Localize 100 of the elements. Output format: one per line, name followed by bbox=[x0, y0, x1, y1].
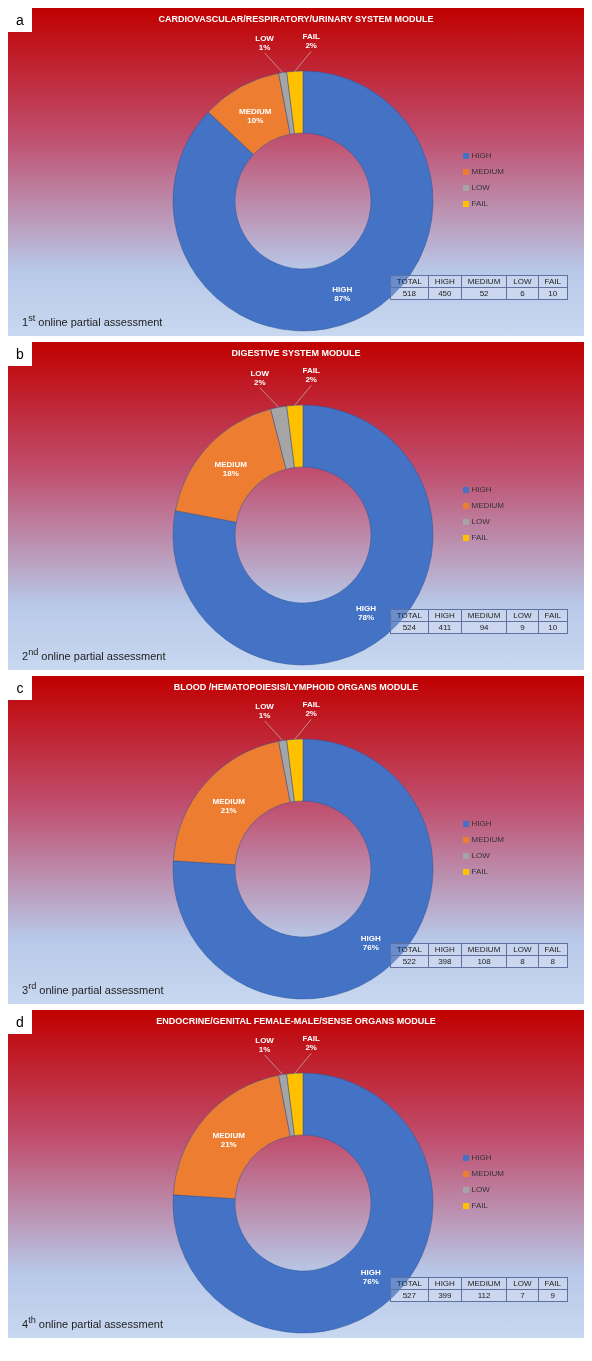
data-label: 21% bbox=[220, 805, 237, 815]
text: HIGH bbox=[428, 275, 462, 288]
text: b bbox=[8, 342, 32, 366]
slice-label: FAIL bbox=[302, 32, 320, 42]
slice-label: HIGH bbox=[471, 818, 492, 830]
slice-label: MEDIUM bbox=[212, 1130, 246, 1140]
text: 522 bbox=[390, 955, 429, 968]
text: LOW bbox=[506, 1277, 539, 1290]
data-label: 2% bbox=[305, 375, 317, 385]
text: TOTAL bbox=[390, 1277, 429, 1290]
text: 3$^{rd}$ online partial assessment bbox=[22, 981, 164, 996]
slice-label: HIGH bbox=[471, 1152, 492, 1164]
donut-slice bbox=[172, 404, 434, 666]
text: TOTAL bbox=[390, 943, 429, 956]
text: LOW bbox=[506, 609, 539, 622]
text: 8 bbox=[538, 955, 568, 968]
text: HIGH bbox=[428, 609, 462, 622]
data-label: 2% bbox=[253, 377, 266, 387]
text: HIGH bbox=[428, 1277, 462, 1290]
text: 399 bbox=[428, 1289, 462, 1302]
text: 9 bbox=[506, 621, 539, 634]
text: 108 bbox=[461, 955, 507, 968]
data-label: 1% bbox=[258, 710, 271, 720]
slice-label: HIGH bbox=[471, 150, 492, 162]
text: 450 bbox=[428, 287, 462, 300]
legend-label: LOW bbox=[471, 1184, 490, 1196]
donut-slice bbox=[207, 73, 291, 155]
text: LOW bbox=[506, 943, 539, 956]
text: HIGH bbox=[428, 943, 462, 956]
text: 10 bbox=[538, 287, 568, 300]
data-label: 78% bbox=[358, 613, 375, 623]
text: LOW bbox=[506, 275, 539, 288]
slice-label: FAIL bbox=[302, 700, 320, 710]
chart-title: BLOOD /HEMATOPOIESIS/LYMPHOID ORGANS MODULE bbox=[173, 682, 419, 692]
slice-label: FAIL bbox=[302, 1034, 320, 1044]
text: MEDIUM bbox=[461, 609, 507, 622]
data-label: 1% bbox=[258, 1044, 271, 1054]
chart-title: DIGESTIVE SYSTEM MODULE bbox=[231, 348, 361, 358]
slice-label: LOW bbox=[250, 368, 270, 378]
text: 527 bbox=[390, 1289, 429, 1302]
slice-label: LOW bbox=[255, 33, 275, 43]
text: a bbox=[8, 8, 32, 32]
text: MEDIUM bbox=[461, 1277, 507, 1290]
text: TOTAL bbox=[390, 275, 429, 288]
text: FAIL bbox=[538, 609, 568, 622]
data-label: 2% bbox=[305, 1043, 317, 1053]
text: FAIL bbox=[538, 943, 568, 956]
slice-label: HIGH bbox=[360, 934, 381, 944]
donut-slice bbox=[173, 1072, 434, 1334]
text: 524 bbox=[390, 621, 429, 634]
text: MEDIUM bbox=[461, 943, 507, 956]
text: 10 bbox=[538, 621, 568, 634]
text: 2$^{nd}$ online partial assessment bbox=[22, 647, 166, 662]
slice-label: HIGH bbox=[356, 604, 377, 614]
text: 4$^{th}$ online partial assessment bbox=[22, 1315, 163, 1330]
text: 411 bbox=[428, 621, 462, 634]
text: 112 bbox=[461, 1289, 507, 1302]
slice-label: HIGH bbox=[471, 484, 492, 496]
donut-slice bbox=[172, 70, 434, 332]
slice-label: MEDIUM bbox=[214, 460, 248, 470]
text: 9 bbox=[538, 1289, 568, 1302]
data-label: 21% bbox=[220, 1139, 237, 1149]
legend-label: FAIL bbox=[471, 198, 488, 210]
text: 398 bbox=[428, 955, 462, 968]
legend-label: FAIL bbox=[471, 532, 488, 544]
text: c bbox=[8, 676, 32, 700]
slice-label: HIGH bbox=[332, 284, 353, 294]
text: FAIL bbox=[538, 1277, 568, 1290]
data-label: 76% bbox=[362, 1277, 379, 1287]
text: 6 bbox=[506, 287, 539, 300]
data-label: 1% bbox=[258, 42, 271, 52]
text: 52 bbox=[461, 287, 507, 300]
text: 94 bbox=[461, 621, 507, 634]
chart-title: CARDIOVASCULAR/RESPIRATORY/URINARY SYSTEM MODULE bbox=[158, 14, 434, 24]
data-label: 18% bbox=[222, 469, 239, 479]
data-label: 2% bbox=[305, 41, 317, 51]
data-label: 10% bbox=[247, 116, 264, 126]
legend-label: FAIL bbox=[471, 1200, 488, 1212]
legend-label: MEDIUM bbox=[471, 1168, 504, 1180]
slice-label: MEDIUM bbox=[239, 107, 272, 117]
slice-label: LOW bbox=[255, 1035, 275, 1045]
text: 8 bbox=[506, 955, 539, 968]
legend-label: LOW bbox=[471, 850, 490, 862]
slice-label: MEDIUM bbox=[212, 796, 246, 806]
text: d bbox=[8, 1010, 32, 1034]
text: 7 bbox=[506, 1289, 539, 1302]
legend-label: FAIL bbox=[471, 866, 488, 878]
donut-slice bbox=[173, 738, 434, 1000]
text: MEDIUM bbox=[461, 275, 507, 288]
legend-label: MEDIUM bbox=[471, 166, 504, 178]
legend-label: MEDIUM bbox=[471, 500, 504, 512]
text: TOTAL bbox=[390, 609, 429, 622]
legend-label: LOW bbox=[471, 516, 490, 528]
legend-label: MEDIUM bbox=[471, 834, 504, 846]
data-label: 76% bbox=[362, 943, 379, 953]
legend-label: LOW bbox=[471, 182, 490, 194]
data-label: 2% bbox=[305, 709, 317, 719]
data-label: 87% bbox=[334, 293, 351, 303]
text: FAIL bbox=[538, 275, 568, 288]
slice-label: LOW bbox=[255, 701, 275, 711]
